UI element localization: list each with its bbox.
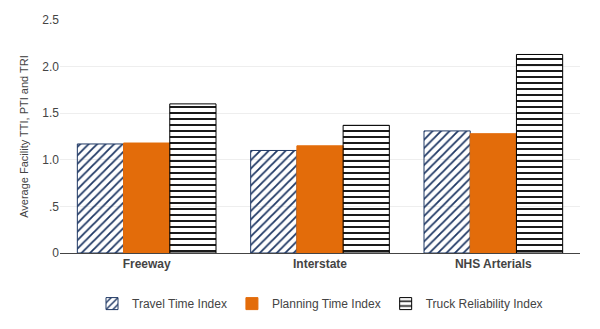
- svg-text:0: 0: [52, 246, 59, 260]
- svg-text:2.0: 2.0: [42, 60, 59, 74]
- svg-text:.5: .5: [49, 200, 59, 214]
- svg-text:Planning Time Index: Planning Time Index: [272, 297, 381, 311]
- svg-text:Truck Reliability Index: Truck Reliability Index: [426, 297, 543, 311]
- svg-text:Interstate: Interstate: [293, 257, 347, 271]
- svg-text:1.0: 1.0: [42, 153, 59, 167]
- svg-text:2.5: 2.5: [42, 13, 59, 27]
- svg-text:NHS Arterials: NHS Arterials: [455, 257, 532, 271]
- svg-text:Freeway: Freeway: [123, 257, 171, 271]
- svg-text:1.5: 1.5: [42, 106, 59, 120]
- svg-text:Average Facility TTI, PTI and: Average Facility TTI, PTI and TRI: [18, 55, 30, 218]
- svg-text:Travel Time Index: Travel Time Index: [132, 297, 227, 311]
